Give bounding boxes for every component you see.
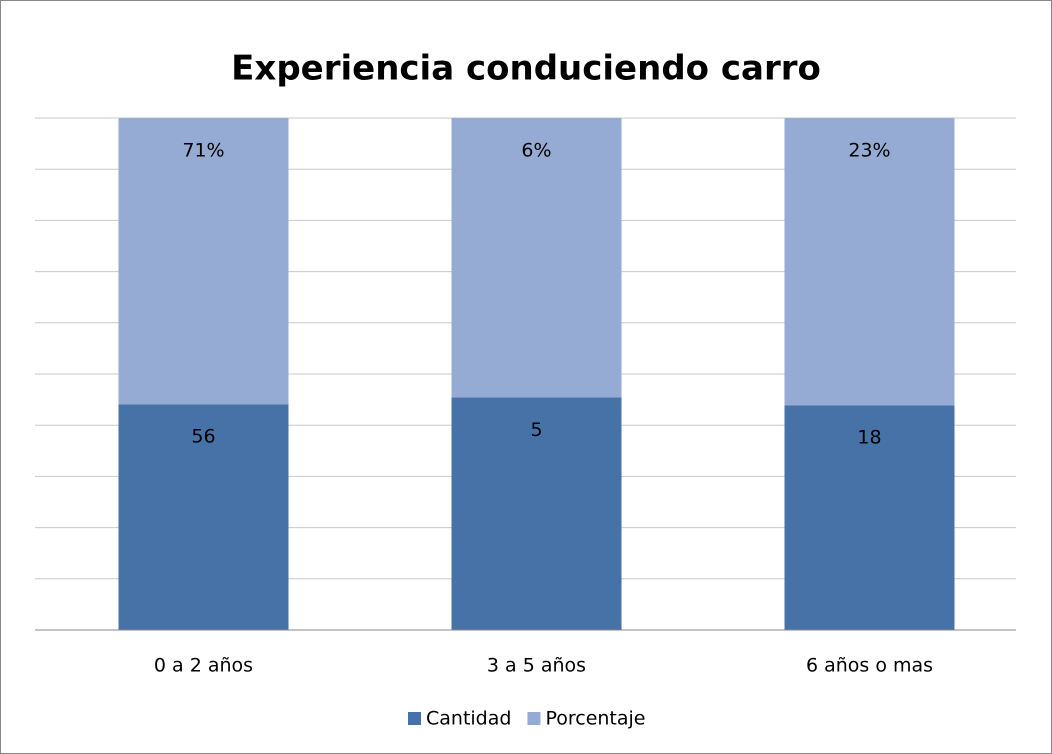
bar-segment: [118, 404, 289, 630]
legend-label: Cantidad: [426, 708, 511, 730]
data-label: 18: [857, 427, 881, 449]
chart-title: Experiencia conduciendo carro: [231, 49, 821, 89]
legend-swatch: [408, 712, 421, 725]
bar-segment: [451, 118, 622, 398]
legend-swatch: [527, 712, 541, 725]
x-tick-label: 0 a 2 años: [154, 655, 253, 677]
legend-label: Porcentaje: [545, 708, 645, 730]
bar-segment: [118, 118, 289, 405]
bar-segment: [784, 118, 955, 406]
data-label: 23%: [848, 140, 890, 162]
bar-segment: [784, 405, 955, 630]
bar-segment: [451, 397, 622, 630]
data-label: 5: [530, 419, 542, 441]
data-label: 6%: [521, 140, 551, 162]
data-label: 56: [191, 426, 215, 448]
data-label: 71%: [182, 140, 224, 162]
x-tick-label: 3 a 5 años: [487, 655, 586, 677]
x-tick-label: 6 años o mas: [806, 655, 933, 677]
